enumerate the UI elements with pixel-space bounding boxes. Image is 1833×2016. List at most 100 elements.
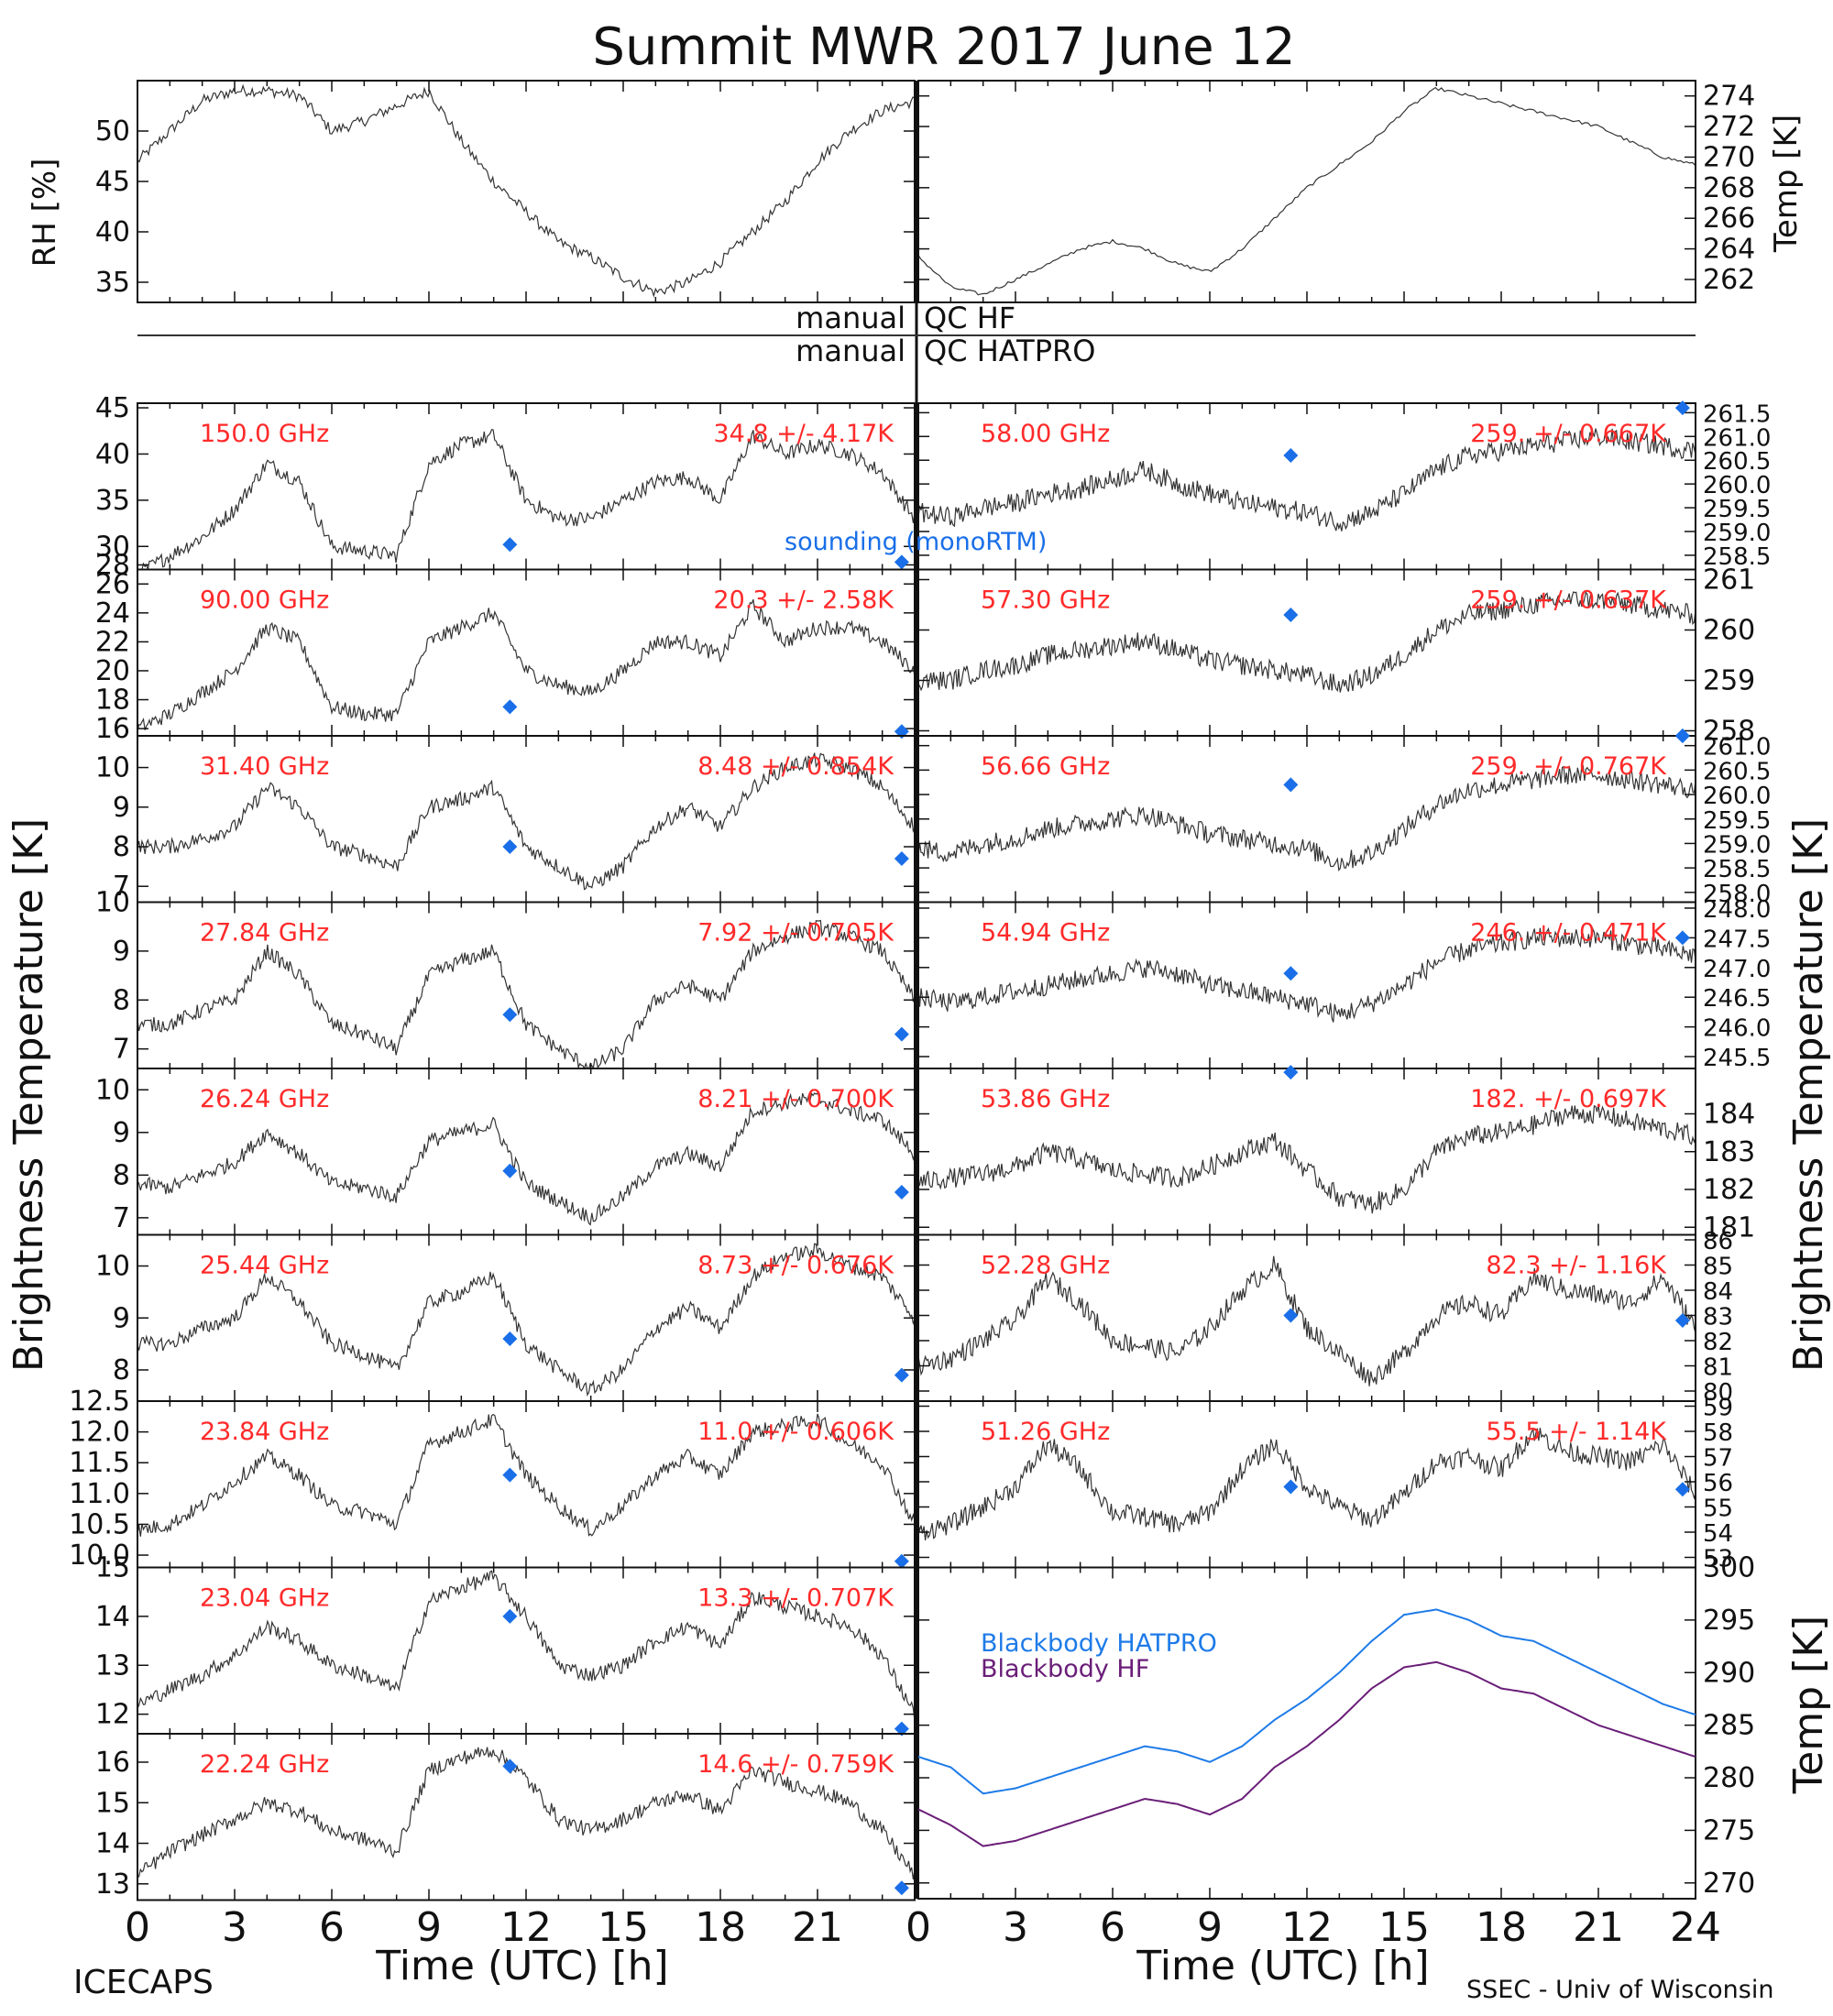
left-27-freq-label: 27.84 GHz [200, 919, 329, 948]
left-150-ytick-label: 45 [95, 392, 130, 424]
left-90-ytick-label: 26 [95, 568, 130, 600]
right-53.86-ytick-label: 182 [1703, 1174, 1755, 1206]
left-26-ytick-label: 9 [113, 1117, 130, 1149]
right-54.94-ytick-label: 246.5 [1703, 985, 1771, 1013]
left-23.04-sounding-point [502, 1608, 518, 1624]
left-31-ytick-label: 9 [113, 792, 130, 824]
temp-ytick-label: 266 [1703, 203, 1755, 235]
left-31-sounding-point [894, 850, 909, 866]
right-57.30-ytick-label: 261 [1703, 564, 1755, 597]
rh-ytick-label: 35 [95, 267, 130, 299]
right-52.28-ytick-label: 86 [1703, 1228, 1733, 1255]
right-57.30-ytick-label: 260 [1703, 615, 1755, 647]
left-27-panel: 7 8 9 10 27.84 GHz 7.92 +/- 0.705K [95, 887, 916, 1070]
right-51.26-ytick-label: 57 [1703, 1445, 1733, 1473]
right-54.94-ytick-label: 246.0 [1703, 1015, 1771, 1043]
right-52.28-ytick-label: 82 [1703, 1329, 1733, 1356]
rh-axis-label: RH [%] [27, 159, 63, 268]
left-150-ytick-label: 40 [95, 438, 130, 470]
right-52.28-ytick-label: 80 [1703, 1379, 1733, 1407]
left-23.84-ytick-label: 11.0 [69, 1478, 130, 1510]
left-23.84-freq-label: 23.84 GHz [200, 1418, 329, 1446]
left-27-sounding-point [894, 1026, 909, 1042]
left-150-freq-label: 150.0 GHz [200, 420, 329, 448]
left-90-ytick-label: 18 [95, 685, 130, 717]
right-51.26-sounding-point [1283, 1479, 1299, 1495]
right-58-ytick-label: 259.0 [1703, 520, 1771, 547]
x-tick-label-right: 0 [906, 1904, 931, 1951]
right-54.94-data-trace [917, 926, 1696, 1023]
right-58-ytick-label: 260.0 [1703, 472, 1771, 499]
x-tick-label-right: 3 [1003, 1904, 1028, 1951]
right-52.28-data-trace [917, 1255, 1696, 1386]
left-90-ytick-label: 16 [95, 713, 130, 745]
left-23.04-sounding-point [894, 1721, 909, 1737]
left-90-ytick-label: 22 [95, 626, 130, 658]
left-23.04-stat-label: 13.3 +/- 0.707K [697, 1584, 895, 1613]
left-23.84-panel: 10.010.511.011.512.012.5 23.84 GHz 11.0 +/… [69, 1386, 916, 1572]
right-52.28-ytick-label: 83 [1703, 1304, 1733, 1331]
left-26-freq-label: 26.24 GHz [200, 1085, 329, 1113]
left-23.84-ytick-label: 10.5 [69, 1508, 130, 1540]
left-22.24-ytick-label: 14 [95, 1828, 130, 1860]
right-54.94-sounding-point [1674, 930, 1690, 946]
right-52.28-freq-label: 52.28 GHz [981, 1252, 1110, 1280]
left-23.84-ytick-label: 11.5 [69, 1447, 130, 1479]
right-54.94-ytick-label: 245.5 [1703, 1045, 1771, 1072]
temp-ytick-label: 268 [1703, 172, 1755, 204]
x-tick-label-right: 21 [1573, 1904, 1624, 1951]
left-25-freq-label: 25.44 GHz [200, 1252, 329, 1280]
right-53.86-ytick-label: 181 [1703, 1211, 1755, 1244]
right-51.26-stat-label: 55.5 +/- 1.14K [1486, 1418, 1667, 1446]
right-54.94-ytick-label: 247.5 [1703, 926, 1771, 953]
right-57.30-data-trace [917, 591, 1696, 693]
right-52.28-sounding-point [1283, 1308, 1299, 1323]
left-brightness-temperature-label: Brightness Temperature [K] [5, 818, 52, 1372]
rh-panel: 35 40 45 50 [95, 80, 916, 303]
left-22.24-ytick-label: 16 [95, 1747, 130, 1779]
bb-ytick-label: 270 [1703, 1868, 1755, 1900]
left-22.24-stat-label: 14.6 +/- 0.759K [697, 1750, 895, 1779]
left-150-stat-label: 34.8 +/- 4.17K [713, 420, 895, 448]
right-56.66-ytick-label: 261.0 [1703, 734, 1771, 761]
left-22.24-ytick-label: 13 [95, 1868, 130, 1901]
right-54.94-freq-label: 54.94 GHz [981, 919, 1110, 948]
right-57.30-stat-label: 259. +/- 0.637K [1470, 586, 1667, 615]
bb-series-line-1 [917, 1660, 1696, 1847]
right-51.26-ytick-label: 55 [1703, 1496, 1733, 1523]
temp-ytick-label: 264 [1703, 234, 1755, 266]
left-150-ytick-label: 30 [95, 531, 130, 563]
left-31-ytick-label: 10 [95, 752, 130, 784]
right-57.30-ytick-label: 258 [1703, 716, 1755, 748]
right-56.66-ytick-label: 258.0 [1703, 881, 1771, 908]
left-150-ytick-label: 35 [95, 485, 130, 517]
left-23.84-sounding-point [502, 1467, 518, 1483]
left-150-data-trace [137, 429, 916, 571]
right-58-ytick-label: 260.5 [1703, 448, 1771, 476]
left-25-data-trace [137, 1243, 916, 1397]
temp-ytick-label: 274 [1703, 81, 1755, 113]
x-axis-label-right: Time (UTC) [h] [1136, 1943, 1429, 1989]
panels-layer: 3540455026226426626827027227428303540451… [69, 80, 1771, 1951]
bb-ytick-label: 290 [1703, 1657, 1755, 1689]
right-54.94-ytick-label: 247.0 [1703, 956, 1771, 983]
right-58-freq-label: 58.00 GHz [981, 420, 1110, 448]
left-23.04-data-trace [137, 1570, 916, 1721]
left-27-stat-label: 7.92 +/- 0.705K [697, 919, 895, 948]
right-58-ytick-label: 259.5 [1703, 496, 1771, 523]
left-22.24-data-trace [137, 1747, 916, 1879]
left-27-ytick-label: 8 [113, 984, 130, 1016]
right-51.26-ytick-label: 56 [1703, 1470, 1733, 1497]
right-51.26-ytick-label: 59 [1703, 1395, 1733, 1422]
chart-title: Summit MWR 2017 June 12 [592, 17, 1295, 77]
left-22.24-sounding-point [894, 1880, 909, 1896]
left-31-sounding-point [502, 839, 518, 854]
left-25-sounding-point [502, 1331, 518, 1346]
left-22.24-freq-label: 22.24 GHz [200, 1750, 329, 1779]
left-25-stat-label: 8.73 +/- 0.676K [697, 1252, 895, 1280]
right-52.28-ytick-label: 85 [1703, 1254, 1733, 1281]
